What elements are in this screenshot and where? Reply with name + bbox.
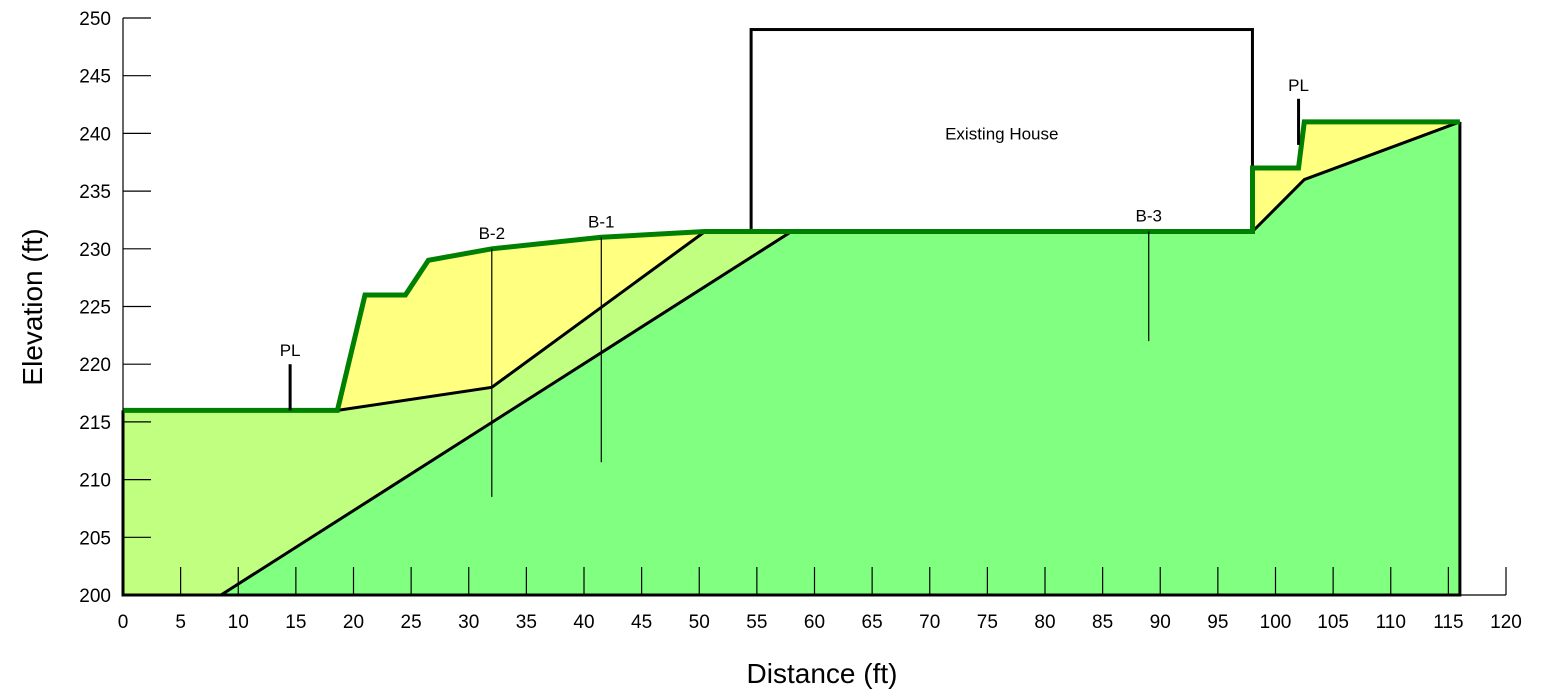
y-tick-label-245: 245 [79, 67, 111, 88]
soil-lower-fill [221, 121, 1460, 596]
lower-soil-boundary [220, 230, 793, 597]
y-tick-label-200: 200 [79, 586, 111, 607]
x-tick-label-20: 20 [343, 612, 364, 633]
x-tick-label-25: 25 [401, 612, 422, 633]
x-tick-label-0: 0 [118, 612, 129, 633]
y-tick-label-250: 250 [79, 9, 111, 30]
y-tick-label-205: 205 [79, 528, 111, 549]
boring-label-b-2: B-2 [479, 224, 505, 243]
y-tick-label-225: 225 [79, 298, 111, 319]
y-axis-title: Elevation (ft) [17, 228, 48, 385]
y-tick-label-210: 210 [79, 471, 111, 492]
y-tick-label-215: 215 [79, 413, 111, 434]
x-tick-label-45: 45 [631, 612, 652, 633]
x-tick-label-50: 50 [689, 612, 710, 633]
existing-house-label: Existing House [945, 124, 1058, 143]
y-tick-label-220: 220 [79, 355, 111, 376]
property-line-label-1: PL [280, 341, 301, 360]
x-tick-label-105: 105 [1317, 612, 1349, 633]
y-tick-label-235: 235 [79, 182, 111, 203]
upper-soil-boundary-right [1251, 120, 1461, 233]
x-tick-label-100: 100 [1260, 612, 1292, 633]
x-tick-label-10: 10 [228, 612, 249, 633]
soil-fill-layer [123, 121, 1460, 596]
y-tick-label-240: 240 [79, 124, 111, 145]
feature-layer: Existing House B-2 B-1 B-3 PL PL [123, 28, 1460, 497]
x-tick-label-95: 95 [1207, 612, 1228, 633]
x-tick-label-55: 55 [746, 612, 767, 633]
x-tick-label-75: 75 [977, 612, 998, 633]
x-tick-label-35: 35 [516, 612, 537, 633]
x-tick-label-110: 110 [1376, 612, 1406, 633]
x-tick-label-5: 5 [175, 612, 186, 633]
x-tick-label-80: 80 [1034, 612, 1055, 633]
y-tick-label-230: 230 [79, 240, 111, 261]
boring-label-b-3: B-3 [1135, 206, 1161, 225]
x-tick-label-70: 70 [919, 612, 940, 633]
axes-layer: 200 205 210 215 220 225 230 235 240 245 250 0 5 10 15 2… [79, 9, 1522, 633]
x-tick-label-15: 15 [285, 612, 306, 633]
boring-label-b-1: B-1 [588, 212, 614, 231]
property-line-label-2: PL [1288, 76, 1309, 95]
x-tick-label-90: 90 [1150, 612, 1171, 633]
x-axis-title: Distance (ft) [747, 658, 898, 689]
x-tick-label-30: 30 [458, 612, 479, 633]
x-tick-label-65: 65 [862, 612, 883, 633]
x-tick-label-120: 120 [1490, 612, 1522, 633]
x-tick-label-85: 85 [1092, 612, 1113, 633]
x-tick-label-115: 115 [1433, 612, 1463, 633]
x-tick-label-40: 40 [573, 612, 594, 633]
existing-house [749, 28, 1254, 233]
x-tick-label-60: 60 [804, 612, 825, 633]
